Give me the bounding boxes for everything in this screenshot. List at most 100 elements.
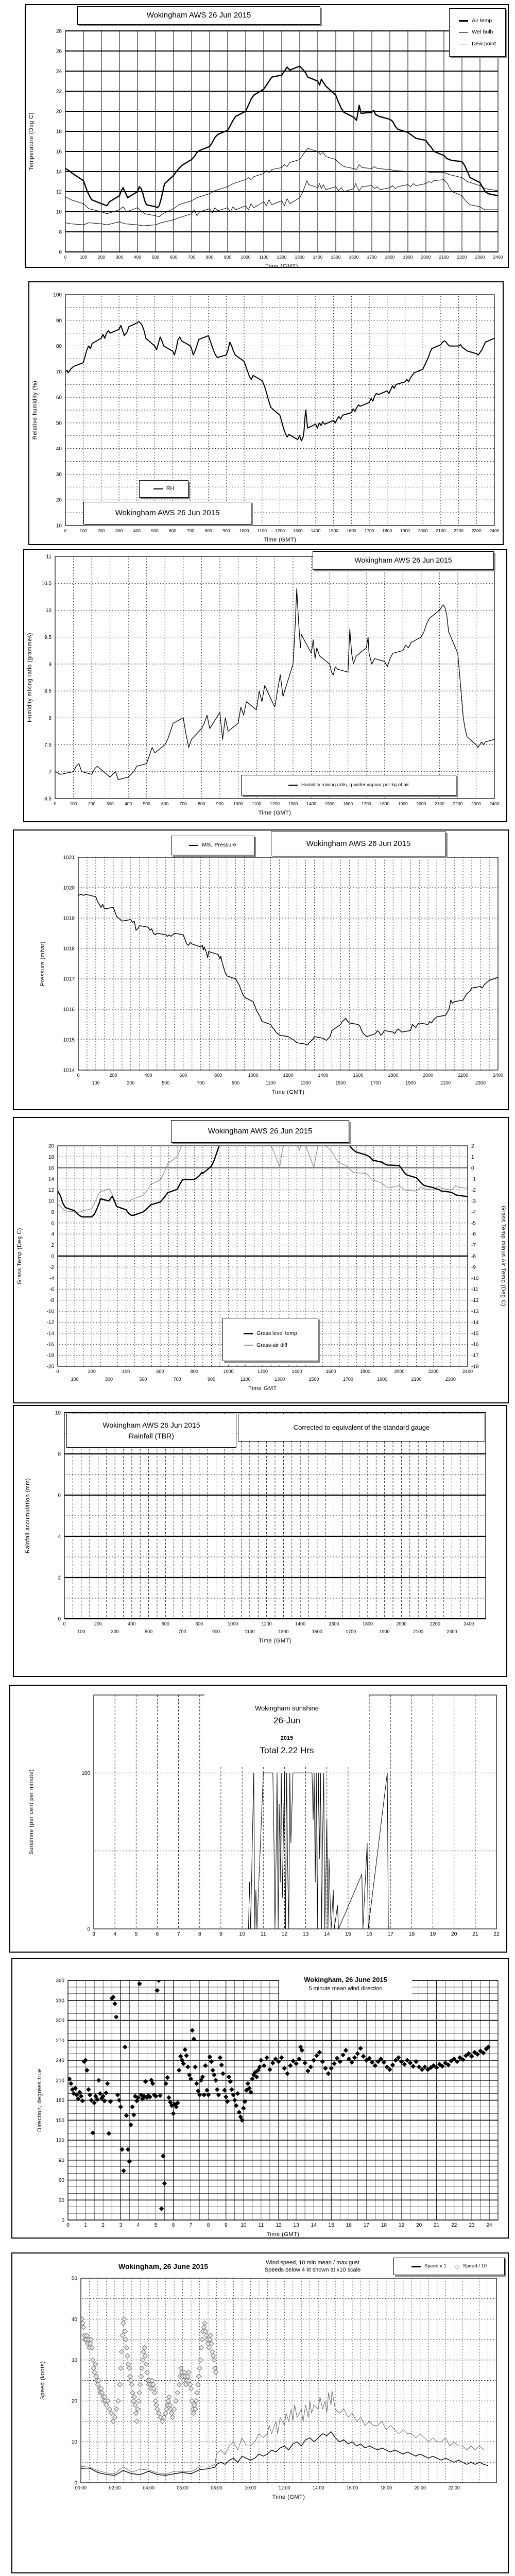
y-tick-label: 0 bbox=[87, 1927, 90, 1933]
wind-direction-point bbox=[416, 2064, 422, 2070]
wind-speed-point bbox=[88, 2336, 94, 2343]
line-sample-icon bbox=[153, 488, 163, 489]
x-tick-label: 0 bbox=[77, 1073, 79, 1078]
x-tick-label: 1500 bbox=[308, 1377, 319, 1382]
y-tick-label: 0 bbox=[74, 2481, 77, 2486]
wind-direction-point bbox=[217, 2055, 223, 2060]
wind-speed-point bbox=[163, 2406, 169, 2412]
x-tick-label: 600 bbox=[161, 801, 168, 806]
x-tick-label: 500 bbox=[152, 255, 159, 260]
wind-direction-point bbox=[428, 2065, 434, 2070]
wind-speed-point bbox=[133, 2410, 139, 2416]
grass-temp-y2-axis-title: Grass Temp minus Air Temp (Deg C) bbox=[500, 1206, 506, 1306]
x-tick-label: 1800 bbox=[385, 255, 395, 260]
wind-direction-point bbox=[224, 2094, 229, 2099]
line-sample-icon bbox=[459, 32, 469, 33]
sunshine-series-sunshine bbox=[94, 1772, 496, 1929]
x-tick-label: 100 bbox=[71, 1377, 79, 1382]
x-tick-label: 1700 bbox=[346, 1629, 356, 1634]
sunshine-plot: 3 4 5 6 7 8 9 10 11 12 13 14 15 16 17 18 19 20 21 22 0 100 Sun… bbox=[28, 1694, 500, 1937]
x-tick-label: 2300 bbox=[445, 1377, 456, 1382]
x-tick-label: 22 bbox=[451, 2223, 457, 2228]
y-tick-label: 80 bbox=[56, 344, 62, 349]
x-tick-label: 1700 bbox=[365, 528, 374, 533]
wind-speed-point bbox=[89, 2345, 95, 2351]
x-tick-label: 800 bbox=[195, 1621, 203, 1626]
text-line: 2015 bbox=[280, 1735, 294, 1742]
wind-direction-point bbox=[257, 2064, 262, 2070]
wind-speed-point bbox=[196, 2374, 202, 2379]
x-tick-label: 2000 bbox=[421, 255, 431, 260]
wind-direction-point bbox=[135, 2095, 141, 2100]
wind-direction-point bbox=[162, 2181, 167, 2186]
chart-panel-sunshine: 3 4 5 6 7 8 9 10 11 12 13 14 15 16 17 18 19 20 21 22 0 100 Sun… bbox=[9, 1685, 507, 1953]
wind-direction-point bbox=[74, 2092, 79, 2097]
x-tick-label: 500 bbox=[162, 1080, 169, 1086]
y-tick-label: 180 bbox=[56, 2098, 64, 2104]
wind-direction-point bbox=[355, 2051, 360, 2056]
wind-speed-point bbox=[108, 2410, 114, 2416]
wind-direction-point bbox=[372, 2063, 378, 2069]
temperature-series-dew-point bbox=[65, 179, 498, 226]
wind-direction-point bbox=[469, 2054, 474, 2059]
wind-speed-point bbox=[118, 2349, 125, 2355]
wind-direction-point bbox=[343, 2047, 349, 2053]
legend-label: Speed / 10 bbox=[463, 2263, 487, 2269]
y-tick-label: -4 bbox=[49, 1276, 54, 1281]
x-tick-label: 2000 bbox=[394, 1369, 404, 1374]
y-tick-label: -3 bbox=[471, 1199, 476, 1205]
x-tick-label: 1200 bbox=[275, 528, 285, 533]
x-tick-label: 02:00 bbox=[109, 2485, 121, 2490]
wind-speed-point bbox=[119, 2332, 126, 2338]
wind-direction-point bbox=[111, 1994, 116, 1999]
x-tick-label: 1600 bbox=[329, 1621, 339, 1626]
wind-direction-point bbox=[213, 2078, 218, 2083]
wind-speed-point bbox=[197, 2357, 203, 2363]
x-tick-label: 100 bbox=[80, 255, 87, 260]
y-tick-label: -6 bbox=[49, 1287, 54, 1293]
x-tick-label: 2200 bbox=[457, 255, 467, 260]
x-tick-label: 1500 bbox=[312, 1629, 322, 1634]
wind-speed-point bbox=[176, 2382, 182, 2387]
wind-direction-point bbox=[405, 2058, 410, 2063]
wind-speed-point bbox=[134, 2406, 141, 2412]
legend-label: Wet bulb bbox=[472, 29, 493, 36]
wind-direction-point bbox=[84, 2067, 90, 2073]
y-tick-label: 16 bbox=[48, 1165, 55, 1171]
wind-direction-point bbox=[153, 2094, 159, 2099]
wind-speed-point bbox=[143, 2361, 149, 2367]
y-tick-label: 16 bbox=[56, 149, 62, 155]
text-line: Wind speed, 10 min mean / max gust bbox=[266, 2260, 359, 2266]
wind-direction-point bbox=[247, 2086, 252, 2091]
wind-speed-point bbox=[185, 2374, 191, 2379]
grass-temp-x-axis-title: Time GMT bbox=[248, 1385, 277, 1392]
wind-speed-point bbox=[134, 2418, 140, 2425]
wind-direction-point bbox=[279, 2055, 284, 2060]
x-tick-label: 23 bbox=[469, 2223, 475, 2228]
mixing-ratio-plot: 0 100 200 300 400 500 600 700 800 900 1000 1100 1200… bbox=[27, 554, 500, 817]
wind-direction-point bbox=[393, 2058, 399, 2063]
x-tick-label: 1100 bbox=[245, 1629, 254, 1634]
wind-speed-point bbox=[130, 2398, 136, 2404]
wind-speed-point bbox=[198, 2345, 204, 2351]
wind-speed-x-axis-title: Time (GMT) bbox=[272, 2494, 305, 2500]
wind-direction-point bbox=[209, 2059, 214, 2064]
note-box: Corrected to equivalent of the standard … bbox=[238, 1414, 485, 1442]
grass-temp-y-axis-title: Grass Temp (Deg C) bbox=[16, 1228, 23, 1284]
x-tick-label: 1400 bbox=[318, 1073, 328, 1078]
wind-direction-point bbox=[419, 2067, 425, 2072]
y-tick-label: 2 bbox=[471, 1144, 474, 1149]
text-line: Wokingham AWS 26 Jun 2015 bbox=[115, 508, 220, 517]
text-line: Wokingham sunshine bbox=[254, 1704, 319, 1712]
text-line: 26-Jun bbox=[273, 1716, 300, 1725]
x-tick-label: 300 bbox=[107, 801, 114, 806]
wind-direction-point bbox=[378, 2056, 384, 2062]
wind-direction-point bbox=[267, 2067, 272, 2072]
grass-temp-series-grass-air-diff bbox=[58, 1146, 468, 1213]
chart-panel-pressure: 0 100 200 300 400 500 600 700 800 900 1000 1100 1200… bbox=[13, 829, 509, 1110]
text-line: Rainfall (TBR) bbox=[129, 1432, 174, 1440]
wind-direction-point bbox=[175, 2100, 180, 2106]
wind-direction-point bbox=[222, 2088, 227, 2093]
y-tick-label: -12 bbox=[471, 1298, 479, 1303]
y-tick-label: -15 bbox=[471, 1331, 479, 1336]
